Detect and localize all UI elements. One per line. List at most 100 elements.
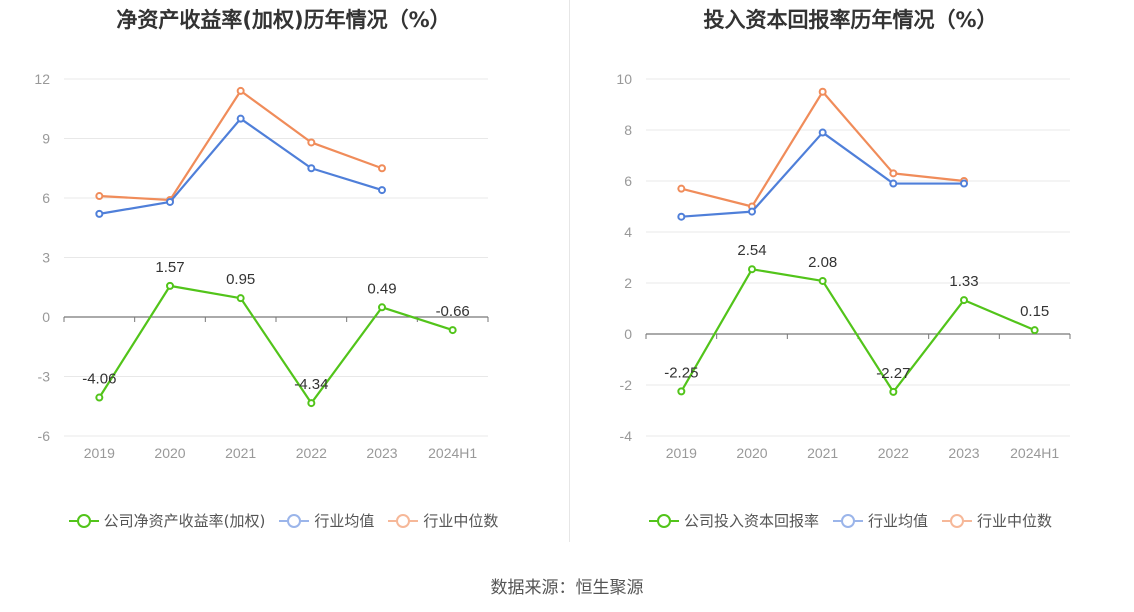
- x-tick-label: 2020: [736, 445, 767, 461]
- legend-label: 行业中位数: [423, 512, 499, 530]
- data-point: [236, 114, 245, 123]
- y-tick-label: 3: [42, 250, 50, 266]
- legend-marker-icon: [279, 511, 310, 531]
- legend-marker-icon: [388, 511, 419, 531]
- y-tick-label: 0: [624, 326, 632, 342]
- y-tick-label: 9: [42, 131, 50, 147]
- series-line: [99, 117, 383, 215]
- y-tick-label: -4: [620, 428, 633, 444]
- x-tick-label: 2024H1: [1010, 445, 1059, 461]
- series-line: [98, 284, 454, 405]
- data-label: -2.27: [876, 365, 910, 382]
- y-tick-label: 8: [624, 122, 632, 138]
- x-tick-label: 2021: [225, 445, 256, 461]
- series-line: [681, 131, 964, 218]
- data-point: [378, 164, 386, 173]
- data-label: 2.54: [737, 242, 766, 259]
- data-label: 1.33: [949, 273, 978, 290]
- y-tick-label: 12: [34, 71, 50, 87]
- y-tick-label: -3: [38, 369, 51, 385]
- chart-title: 投入资本回报率历年情况（%）: [703, 8, 998, 32]
- data-label: 0.15: [1020, 303, 1049, 320]
- data-point: [889, 179, 898, 188]
- data-point: [677, 184, 686, 193]
- data-label: 1.57: [155, 259, 184, 276]
- legend-item-industry-median[interactable]: 行业中位数: [942, 510, 1052, 531]
- data-point: [818, 87, 827, 96]
- roe-chart-svg: 12 9 6 3 0 -3 -6 2019 2020 2021 2022 2023 2024H1 -4.0…: [34, 71, 489, 461]
- x-tick-label: 2022: [878, 445, 909, 461]
- legend-marker-icon: [832, 511, 863, 531]
- data-point: [448, 326, 457, 335]
- x-tick-label: 2021: [807, 445, 838, 461]
- data-point: [818, 276, 827, 285]
- series-line: [680, 268, 1036, 393]
- legend-label: 行业中位数: [977, 512, 1053, 530]
- chart-legend: 公司投入资本回报率 行业均值 行业中位数: [567, 510, 1134, 531]
- data-point: [236, 86, 245, 95]
- data-point: [95, 209, 104, 218]
- data-point: [677, 212, 686, 221]
- data-point: [960, 296, 968, 305]
- data-point: [960, 179, 968, 188]
- data-point: [95, 393, 104, 402]
- legend-label: 行业均值: [314, 512, 375, 530]
- x-tick-label: 2022: [296, 445, 327, 461]
- data-point: [236, 294, 245, 303]
- data-point: [166, 197, 174, 206]
- legend-item-company[interactable]: 公司净资产收益率(加权): [68, 510, 266, 531]
- legend-item-industry-average[interactable]: 行业均值: [832, 510, 928, 531]
- data-point: [677, 387, 686, 396]
- series-line: [99, 89, 383, 202]
- legend-label: 公司投入资本回报率: [683, 512, 819, 530]
- y-tick-label: 6: [42, 190, 50, 206]
- legend-marker-icon: [68, 511, 99, 531]
- data-point: [378, 303, 386, 312]
- data-label: -4.06: [82, 371, 116, 388]
- legend-marker-icon: [942, 511, 972, 531]
- data-point: [307, 138, 316, 147]
- data-label: -4.34: [294, 376, 328, 393]
- y-tick-label: 2: [624, 275, 632, 291]
- data-point: [1030, 326, 1039, 335]
- data-label: 2.08: [808, 254, 837, 271]
- y-tick-label: -2: [620, 377, 633, 393]
- roic-chart-svg: 10 8 6 4 2 0 -2 -4 2019 2020 2021 2022 2023 2024H1 -2.…: [616, 71, 1071, 461]
- x-tick-label: 2020: [154, 445, 185, 461]
- data-label: -0.66: [436, 303, 470, 320]
- panel-divider: [569, 0, 570, 542]
- legend-item-company[interactable]: 公司投入资本回报率: [648, 510, 819, 531]
- x-tick-label: 2023: [366, 445, 397, 461]
- data-point: [818, 128, 827, 137]
- y-tick-label: 0: [42, 309, 50, 325]
- data-source-note: 数据来源：恒生聚源: [490, 578, 644, 598]
- roic-chart-panel: 投入资本回报率历年情况（%） 10 8 6 4 2 0 -2 -4 2019 2020 2021 20…: [567, 0, 1134, 560]
- x-tick-label: 2024H1: [428, 445, 477, 461]
- y-tick-label: 6: [624, 173, 632, 189]
- series-line: [681, 90, 965, 208]
- data-point: [378, 186, 386, 195]
- data-label: 0.49: [367, 280, 396, 297]
- data-point: [889, 387, 898, 396]
- data-label: -2.25: [664, 364, 698, 381]
- data-point: [166, 281, 174, 290]
- data-label: 0.95: [226, 271, 255, 288]
- x-tick-label: 2023: [948, 445, 979, 461]
- x-tick-label: 2019: [84, 445, 115, 461]
- roe-chart-panel: 净资产收益率(加权)历年情况（%） 12 9 6 3 0 -3 -6 2019 2020 2021…: [0, 0, 567, 560]
- data-point: [95, 192, 104, 201]
- legend-marker-icon: [648, 511, 679, 531]
- data-point: [889, 169, 898, 178]
- legend-item-industry-median[interactable]: 行业中位数: [388, 510, 498, 531]
- data-point: [307, 164, 316, 173]
- y-tick-label: 10: [616, 71, 632, 87]
- x-tick-label: 2019: [666, 445, 697, 461]
- data-point: [748, 207, 756, 216]
- y-tick-label: -6: [38, 428, 51, 444]
- chart-legend: 公司净资产收益率(加权) 行业均值 行业中位数: [0, 510, 567, 531]
- legend-label: 公司净资产收益率(加权): [103, 512, 266, 530]
- data-point: [748, 265, 756, 274]
- legend-item-industry-average[interactable]: 行业均值: [279, 510, 374, 531]
- y-tick-label: 4: [624, 224, 632, 240]
- chart-title: 净资产收益率(加权)历年情况（%）: [116, 8, 451, 32]
